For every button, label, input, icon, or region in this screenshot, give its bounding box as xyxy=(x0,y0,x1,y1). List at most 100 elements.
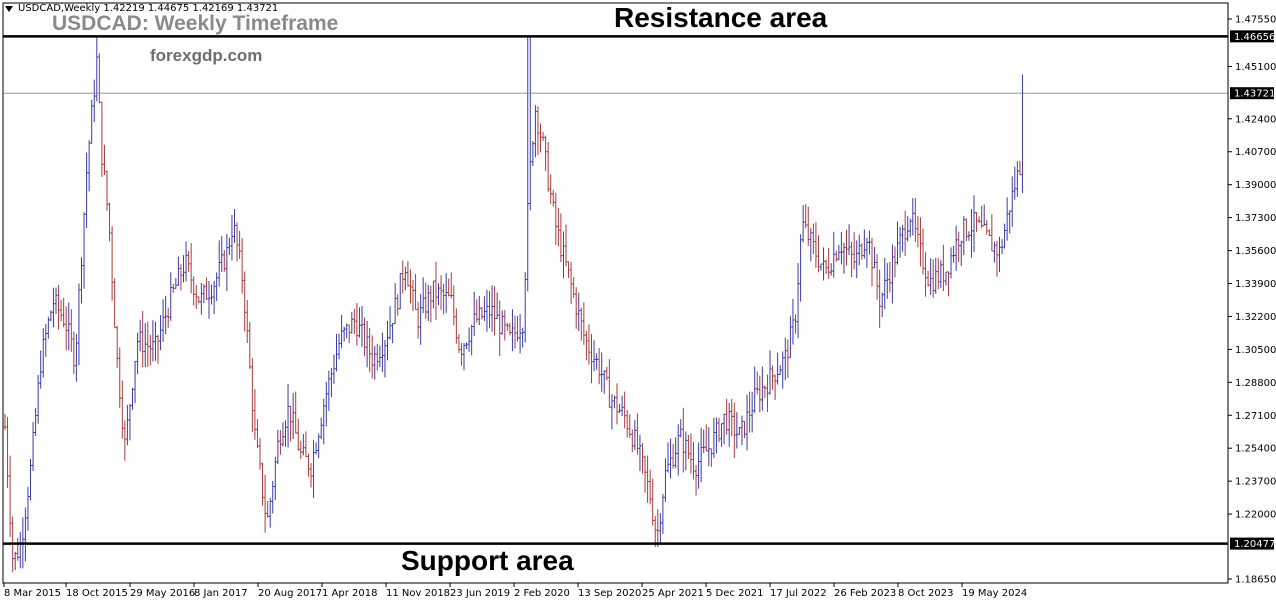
chart-frame xyxy=(2,2,1229,584)
ohlc-bar xyxy=(720,423,723,447)
y-tick-label: 1.23700 xyxy=(1235,477,1276,488)
ohlc-bar xyxy=(837,244,841,261)
ohlc-bar xyxy=(707,427,711,467)
ohlc-bar xyxy=(274,456,277,501)
ohlc-bar xyxy=(761,366,764,411)
ohlc-bar xyxy=(13,551,17,571)
ohlc-bar xyxy=(36,374,40,424)
price-axis[interactable]: 1.47550 1.45100 1.42400 1.40700 1.39000 1.373… xyxy=(1228,15,1276,586)
y-tick-label: 1.22000 xyxy=(1235,510,1276,521)
ohlc-bar xyxy=(977,216,981,224)
ohlc-bar xyxy=(590,334,593,384)
ohlc-bar xyxy=(131,387,134,410)
ohlc-bar xyxy=(608,359,611,408)
x-tick-label: 26 Feb 2023 xyxy=(834,588,896,599)
ohlc-bar xyxy=(806,206,810,246)
ohlc-bar xyxy=(623,391,626,429)
ohlc-bar xyxy=(177,256,180,286)
ohlc-bar xyxy=(429,285,433,323)
ohlc-bar xyxy=(467,327,471,352)
ohlc-bar xyxy=(574,287,578,329)
ohlc-bar xyxy=(3,413,7,430)
ohlc-bar xyxy=(332,354,336,384)
ohlc-bar xyxy=(314,442,318,455)
ohlc-bar xyxy=(233,208,236,243)
ohlc-bar xyxy=(518,314,522,354)
ohlc-bar xyxy=(470,324,473,356)
ohlc-bar xyxy=(891,244,894,304)
ohlc-bar xyxy=(447,278,450,297)
ohlc-bar xyxy=(727,402,731,447)
ohlc-bar xyxy=(638,434,642,472)
ohlc-bar xyxy=(753,366,756,413)
ohlc-bar xyxy=(602,370,606,394)
ohlc-bar xyxy=(883,257,887,310)
ohlc-bar xyxy=(852,232,856,270)
ohlc-bar xyxy=(47,316,50,339)
ohlc-bar xyxy=(880,292,884,318)
ohlc-bar xyxy=(223,249,226,272)
ohlc-bar xyxy=(875,253,879,300)
ohlc-bar xyxy=(559,213,563,263)
ohlc-bar xyxy=(87,140,91,192)
ohlc-bar xyxy=(462,342,466,371)
ohlc-bar xyxy=(480,306,484,320)
ohlc-bar xyxy=(6,416,9,488)
ohlc-bar xyxy=(921,228,925,275)
ohlc-bar xyxy=(52,287,55,328)
ohlc-bar xyxy=(475,299,479,323)
x-tick-label: 8 Jan 2017 xyxy=(194,588,248,599)
ohlc-bar xyxy=(156,334,160,364)
ohlc-bar xyxy=(511,309,514,352)
chevron-down-icon[interactable] xyxy=(5,6,13,12)
ohlc-bar xyxy=(592,340,596,372)
ohlc-bar xyxy=(411,280,415,312)
ohlc-bar xyxy=(80,257,83,304)
ohlc-bar xyxy=(161,299,165,342)
ohlc-bar xyxy=(235,222,239,262)
ohlc-bar xyxy=(54,287,58,314)
ohlc-bar xyxy=(771,365,774,390)
ohlc-bar xyxy=(643,455,647,493)
ohlc-bar xyxy=(551,189,555,207)
ohlc-bar xyxy=(253,389,257,440)
ohlc-bar xyxy=(812,223,815,255)
ohlc-bar xyxy=(717,417,721,443)
x-tick-label: 17 Jul 2022 xyxy=(770,588,827,599)
ohlc-bar xyxy=(258,437,262,470)
ohlc-bar xyxy=(733,402,736,459)
ohlc-bar xyxy=(822,247,825,281)
ohlc-bar xyxy=(182,255,185,283)
ohlc-bar xyxy=(319,417,323,440)
ohlc-bar xyxy=(243,271,246,332)
ohlc-bar xyxy=(801,205,805,243)
ohlc-bar xyxy=(577,292,581,332)
ohlc-bar xyxy=(485,289,489,332)
ohlc-bar xyxy=(271,480,275,514)
ohlc-bar xyxy=(944,271,948,286)
ohlc-bar xyxy=(625,410,629,438)
ohlc-bar xyxy=(674,437,677,469)
ohlc-bar xyxy=(26,486,30,531)
ohlc-bar xyxy=(740,415,744,446)
ohlc-bar xyxy=(261,462,264,506)
ohlc-bar xyxy=(755,371,759,395)
ohlc-bar xyxy=(434,261,438,321)
ohlc-bar xyxy=(500,310,504,335)
support-price-box: 1.20477 xyxy=(1230,537,1275,550)
ohlc-bar xyxy=(281,422,285,447)
ohlc-bar xyxy=(115,325,119,368)
ohlc-bar xyxy=(546,141,550,192)
ohlc-bar xyxy=(845,229,848,266)
ohlc-bar xyxy=(34,407,37,437)
ohlc-bar xyxy=(358,307,361,338)
ohlc-bar xyxy=(585,330,588,361)
ohlc-bar xyxy=(197,296,201,304)
ohlc-bar xyxy=(174,277,178,289)
ohlc-bar xyxy=(248,321,252,369)
ohlc-bar xyxy=(268,497,272,528)
ohlc-bar xyxy=(710,448,713,467)
ohlc-bar xyxy=(220,236,224,272)
